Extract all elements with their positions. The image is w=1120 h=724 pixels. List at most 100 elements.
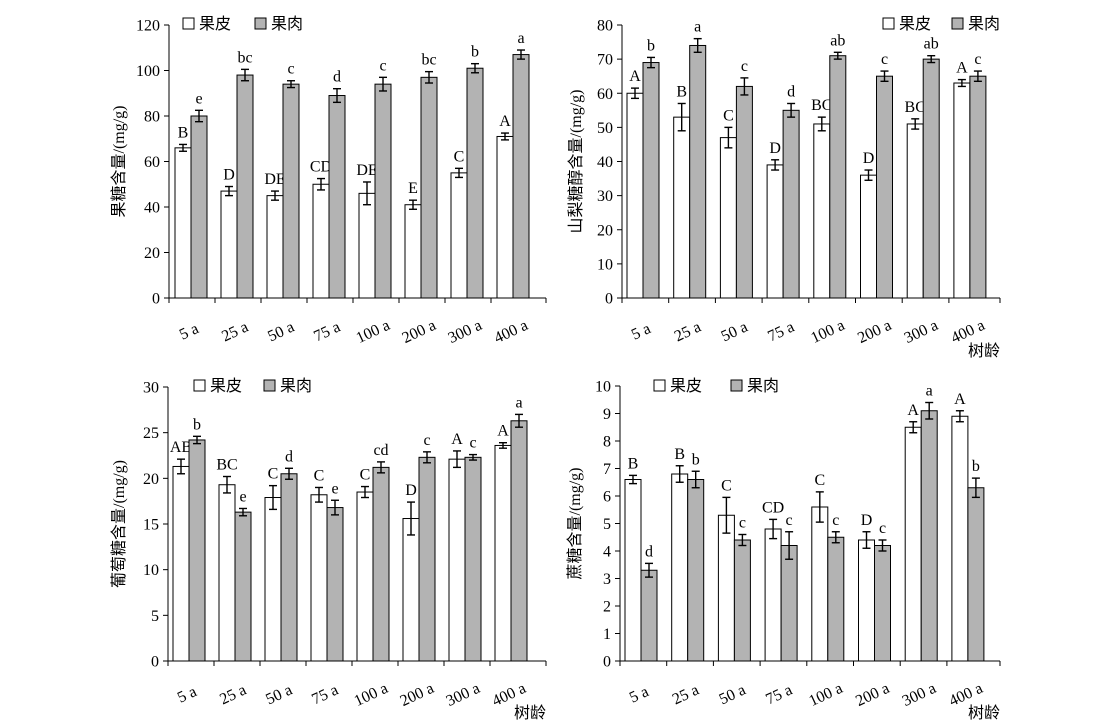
significance-letter: AB [170,439,192,456]
bar-peel [626,92,644,299]
bar-peel [717,514,735,662]
y-tick-label: 25 [143,425,159,442]
significance-letter: A [954,391,966,408]
y-tick-label: 15 [143,517,159,534]
bar-flesh [236,74,254,299]
x-tick-label: 200 a [400,317,439,347]
x-tick-label: 300 a [446,317,485,347]
significance-letter: DE [356,162,377,179]
bar-peel [671,473,689,662]
significance-letter: A [499,113,511,130]
bar-flesh [876,75,893,299]
y-tick-label: 9 [603,406,611,423]
significance-letter: d [285,448,293,465]
legend-label-flesh: 果肉 [968,15,1000,33]
y-tick-label: 10 [143,562,159,579]
legend-label-flesh: 果肉 [280,377,312,395]
x-tick-label: 5 a [627,683,652,706]
significance-letter: CD [762,499,784,516]
significance-letter: C [723,107,734,124]
significance-letter: B [674,446,685,463]
bar-peel [719,137,737,299]
bar-peel [904,426,922,662]
y-tick-label: 4 [603,544,611,561]
significance-letter: BC [216,457,237,474]
significance-letter: c [469,435,476,452]
bar-flesh [512,54,530,299]
significance-letter: c [832,512,839,529]
x-tick-label: 75 a [311,318,343,345]
y-tick-label: 3 [603,571,611,588]
bar-flesh [827,536,845,662]
x-tick-label: 25 a [217,681,249,708]
bar-flesh [188,439,206,662]
legend-swatch-flesh [263,379,276,392]
significance-letter: A [629,68,641,85]
legend-label-peel: 果皮 [210,377,242,395]
significance-letter: B [178,124,189,141]
bar-flesh [922,58,940,299]
significance-letter: D [769,140,781,157]
x-tick-label: 100 a [352,680,391,710]
bar-peel [624,479,642,662]
y-axis-title: 葡萄糖含量/(mg/g) [110,460,128,588]
y-axis-title: 果糖含量/(mg/g) [110,106,128,218]
bar-flesh [874,545,891,662]
bar-peel [496,135,514,299]
bar-flesh [780,545,798,662]
bar-peel [766,164,784,299]
bar-flesh [969,75,987,299]
legend-label-peel: 果皮 [199,15,231,33]
significance-letter: cd [373,442,388,459]
y-tick-label: 30 [143,380,159,397]
significance-letter: c [786,512,793,529]
bar-peel [494,444,512,662]
x-tick-label: 5 a [175,683,200,706]
significance-letter: bc [237,49,252,66]
y-tick-label: 40 [144,200,160,217]
bar-peel [356,491,374,662]
significance-letter: E [408,180,418,197]
x-tick-label: 50 a [717,681,749,708]
x-tick-label: 75 a [765,318,797,345]
bar-peel [218,484,236,662]
significance-letter: b [647,37,655,54]
significance-letter: bc [421,52,436,69]
y-tick-label: 5 [603,516,611,533]
significance-letter: c [881,51,888,68]
significance-letter: D [863,150,875,167]
significance-letter: D [405,482,417,499]
bar-flesh [418,456,436,662]
significance-letter: b [972,458,980,475]
bar-flesh [282,83,300,299]
significance-letter: e [331,480,338,497]
y-tick-label: 120 [136,18,160,35]
bar-peel [358,192,376,299]
significance-letter: b [193,416,201,433]
y-tick-label: 20 [144,245,160,262]
x-axis-title: 树龄 [968,704,1000,722]
bar-peel [860,174,877,299]
bar-peel [172,465,190,662]
chart-panel-2: 0 10 20 30 40 50 60 70 80 山梨糖醇含量/(mg/g) 5 a 25 a 50 … [567,15,1001,360]
bar-flesh [372,466,390,662]
y-tick-label: 60 [597,86,613,103]
bar-peel [174,147,192,299]
significance-letter: d [787,83,795,100]
y-tick-label: 7 [603,461,611,478]
y-tick-label: 50 [597,120,613,137]
significance-letter: C [721,477,732,494]
significance-letter: a [926,383,933,400]
x-tick-label: 75 a [763,681,795,708]
y-tick-label: 10 [597,256,613,273]
x-tick-label: 300 a [444,680,483,710]
legend-swatch-flesh [951,17,964,30]
bar-peel [951,415,969,662]
bar-flesh [466,67,484,299]
x-tick-label: 400 a [492,317,531,347]
significance-letter: C [314,467,325,484]
x-axis-title: 树龄 [514,704,546,722]
significance-letter: a [517,30,524,47]
x-tick-label: 200 a [855,317,894,347]
